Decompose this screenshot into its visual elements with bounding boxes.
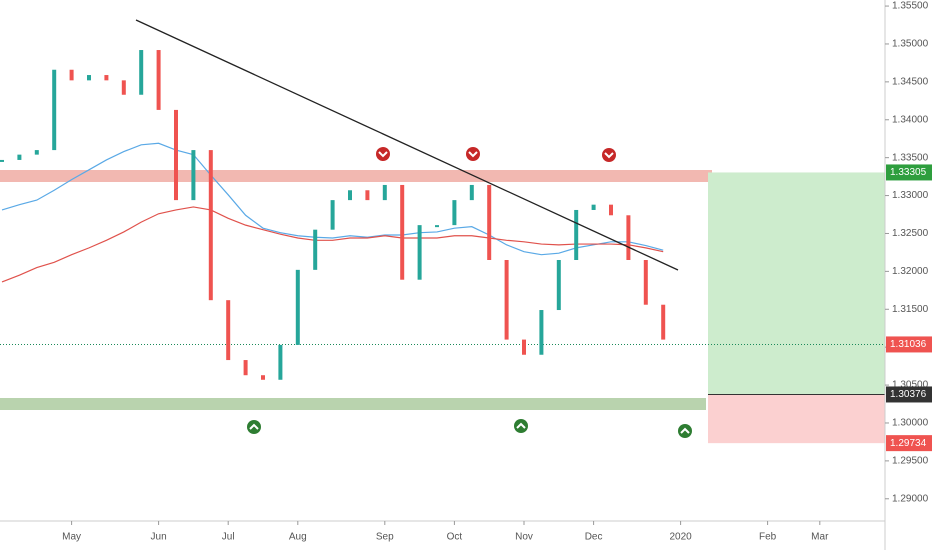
profit-zone: [708, 172, 885, 395]
x-tick-label: Jun: [151, 532, 167, 543]
price-bar: [626, 215, 631, 260]
y-tick-label: 1.32000: [892, 266, 929, 277]
loss-zone: [708, 394, 885, 444]
price-bar: [208, 150, 213, 301]
sell-marker: [602, 148, 616, 162]
price-bar: [365, 190, 370, 201]
y-tick-label: 1.31500: [892, 304, 929, 315]
buy-marker: [514, 419, 528, 433]
x-tick-label: Dec: [585, 532, 603, 543]
x-tick-label: Oct: [447, 532, 463, 543]
plot: [0, 50, 885, 444]
price-bar: [382, 184, 387, 201]
price-bar: [330, 200, 335, 230]
y-tick-label: 1.34500: [892, 77, 929, 88]
y-tick-label: 1.35000: [892, 39, 929, 50]
price-label-bg: [886, 336, 932, 353]
price-label: 1.30376: [890, 389, 927, 400]
buy-marker: [678, 424, 692, 438]
moving-average: [1, 142, 664, 256]
price-bar: [261, 375, 265, 380]
y-tick-label: 1.34000: [892, 114, 929, 125]
price-bar: [313, 229, 318, 270]
y-tick-label: 1.33500: [892, 152, 929, 163]
price-bar: [87, 75, 91, 81]
price-bar: [400, 184, 405, 280]
price-bar: [191, 150, 196, 201]
price-bar: [226, 300, 231, 361]
x-tick-label: Jul: [222, 532, 235, 543]
y-tick-label: 1.29500: [892, 456, 929, 467]
price-bar: [17, 154, 22, 160]
x-tick-label: Sep: [376, 532, 394, 543]
y-tick-label: 1.30500: [892, 380, 929, 391]
resistance-zone: [0, 170, 712, 182]
price-bar: [348, 190, 352, 201]
price-bar: [243, 360, 248, 376]
x-tick-label: May: [62, 532, 81, 543]
price-bar: [52, 69, 57, 151]
buy-marker: [247, 420, 261, 434]
price-bar: [0, 159, 4, 162]
y-tick-label: 1.29000: [892, 493, 929, 504]
price-bar: [139, 50, 144, 95]
price-bar: [609, 204, 613, 216]
y-tick-label: 1.35500: [892, 1, 929, 12]
price-bar: [417, 225, 422, 280]
sell-marker: [466, 147, 480, 161]
price-label-bg: [886, 435, 932, 452]
price-label-bg: [886, 164, 932, 181]
price-bar: [69, 69, 74, 81]
price-label: 1.29734: [890, 438, 927, 449]
price-bar: [504, 260, 509, 340]
price-bar: [452, 200, 457, 226]
price-bar: [487, 184, 492, 260]
price-bar: [278, 344, 283, 380]
support-zone: [0, 398, 706, 410]
price-label: 1.31036: [890, 339, 927, 350]
markers: [247, 147, 692, 438]
moving-average: [1, 206, 664, 283]
price-label-bg: [886, 386, 932, 403]
price-bar: [295, 269, 300, 345]
x-tick-label: Nov: [515, 532, 533, 543]
x-tick-label: 2020: [669, 532, 692, 543]
price-bar: [661, 304, 666, 340]
price-bar: [469, 184, 474, 201]
x-tick-label: Mar: [811, 532, 829, 543]
axis: 1.35500 1.35000 1.34500 1.34000 1.33500 1.330…: [62, 1, 932, 543]
price-bar: [539, 310, 544, 355]
price-bar: [591, 204, 596, 210]
price-bar: [104, 75, 109, 81]
sell-marker: [376, 147, 390, 161]
price-bar: [643, 260, 648, 305]
y-tick-label: 1.30000: [892, 418, 929, 429]
x-tick-label: Feb: [759, 532, 777, 543]
x-tick-label: Aug: [289, 532, 307, 543]
y-tick-label: 1.32500: [892, 228, 929, 239]
trend-line: [135, 19, 679, 271]
price-bar: [156, 50, 161, 110]
price-bar: [574, 209, 579, 260]
price-bar: [174, 109, 178, 201]
price-bar: [435, 225, 439, 228]
price-bar: [556, 260, 561, 311]
price-bar: [121, 80, 126, 95]
price-bar: [522, 339, 526, 355]
y-tick-label: 1.33000: [892, 190, 929, 201]
price-label: 1.33305: [890, 167, 927, 178]
price-bar: [34, 150, 39, 155]
